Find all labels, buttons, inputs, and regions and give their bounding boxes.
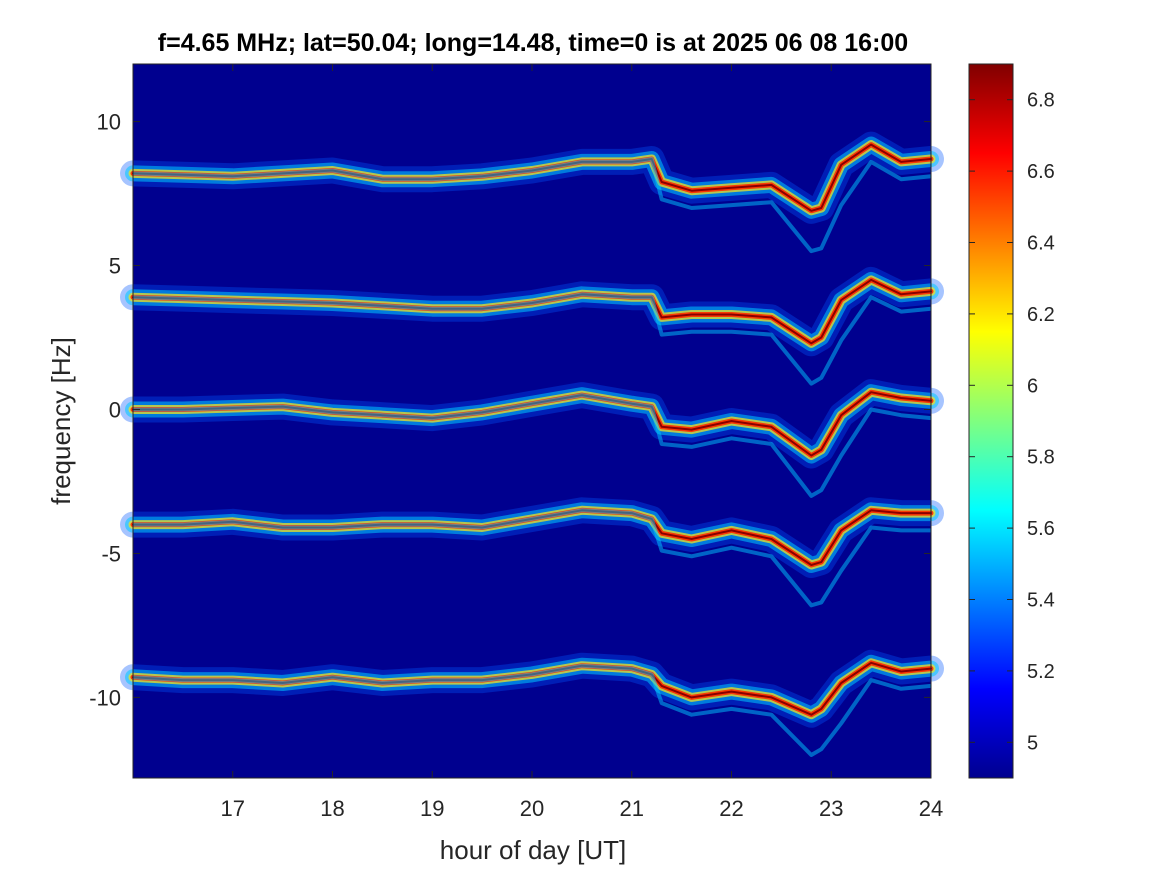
x-tick-label: 18 (320, 796, 344, 821)
trace-0-echo (132, 157, 932, 254)
x-axis-label: hour of day [UT] (440, 835, 626, 865)
x-tick-label: 19 (420, 796, 444, 821)
colorbar-tick-label: 6.2 (1027, 304, 1055, 326)
x-tick-label: 17 (221, 796, 245, 821)
colorbar-tick-label: 5 (1027, 732, 1038, 754)
x-tick-label: 22 (719, 796, 743, 821)
trace-1-echo (132, 292, 932, 386)
colorbar-tick-label: 6.6 (1027, 161, 1055, 183)
colorbar-tick-label: 6.4 (1027, 233, 1055, 255)
y-tick-label: 5 (109, 254, 121, 279)
trace-2-echo (133, 393, 932, 498)
trace-4-echo (132, 663, 932, 757)
colorbar (969, 64, 1013, 778)
y-tick-label: 0 (109, 397, 121, 422)
y-axis-label: frequency [Hz] (46, 337, 76, 505)
colorbar-frame (968, 63, 1014, 779)
x-tick-label: 21 (620, 796, 644, 821)
y-tick-label: 10 (97, 110, 121, 135)
x-tick-label: 23 (819, 796, 843, 821)
x-tick-label: 24 (919, 796, 943, 821)
colorbar-tick-label: 5.6 (1027, 518, 1055, 540)
y-tick-label: -5 (101, 541, 121, 566)
colorbar-tick-label: 6 (1027, 375, 1038, 397)
trace-3-echo (133, 508, 931, 608)
spectrogram-traces (120, 131, 944, 757)
colorbar-tick-label: 5.2 (1027, 661, 1055, 683)
colorbar-axis: 6.8 6.6 6.4 6.2 6 5.8 5.6 5.4 5.2 5 (969, 90, 1055, 754)
colorbar-tick-label: 5.8 (1027, 447, 1055, 469)
chart-title: f=4.65 MHz; lat=50.04; long=14.48, time=… (158, 29, 908, 57)
y-axis: 10 5 0 -5 -10 (89, 110, 931, 710)
x-axis: 17 18 19 20 21 22 23 24 (221, 64, 943, 821)
x-tick-label: 20 (520, 796, 544, 821)
colorbar-tick-label: 6.8 (1027, 90, 1055, 112)
colorbar-tick-label: 5.4 (1027, 590, 1055, 612)
y-tick-label: -10 (89, 685, 121, 710)
plot-area (133, 64, 931, 778)
